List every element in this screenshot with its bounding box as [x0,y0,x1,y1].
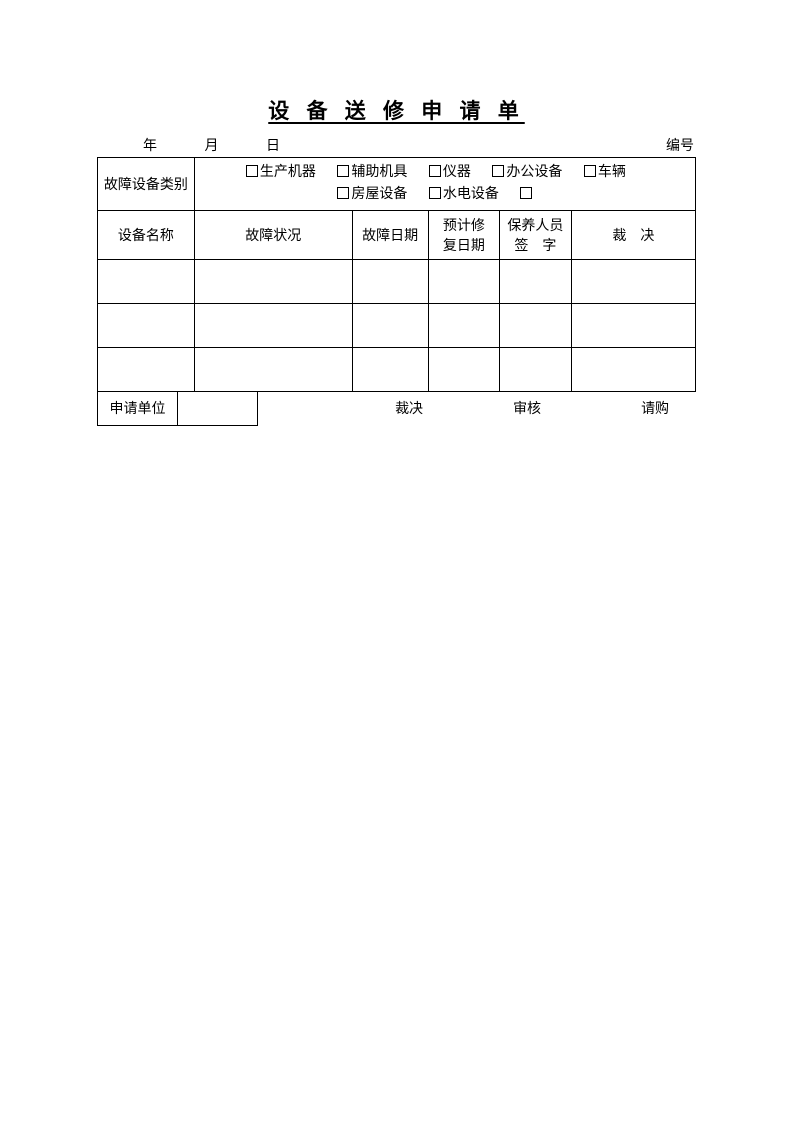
table-row [98,348,696,392]
cell-decision[interactable] [571,348,695,392]
table-row [98,260,696,304]
cell-name[interactable] [98,260,195,304]
cell-est-date[interactable] [428,260,500,304]
checkbox-icon [429,187,441,199]
option-building[interactable]: 房屋设备 [337,184,407,206]
checkbox-icon [584,165,596,177]
serial-label: 编号 [666,135,694,155]
day-label: 日 [266,135,280,155]
option-blank[interactable] [520,184,534,206]
col-header-status: 故障状况 [194,211,352,260]
option-utility[interactable]: 水电设备 [429,184,499,206]
option-aux-tool[interactable]: 辅助机具 [337,162,407,184]
cell-signer[interactable] [500,348,572,392]
month-label: 月 [205,135,219,155]
category-row: 故障设备类别 生产机器 辅助机具 仪器 办公设备 车辆 房屋设备 水电设备 [98,158,696,211]
footer-purchase-label: 请购 [641,402,669,417]
col-header-signer: 保养人员 签 字 [500,211,572,260]
cell-name[interactable] [98,304,195,348]
category-label: 故障设备类别 [98,158,195,211]
repair-form-table: 故障设备类别 生产机器 辅助机具 仪器 办公设备 车辆 房屋设备 水电设备 设备… [97,157,696,392]
footer-review-label: 审核 [513,402,541,417]
col-header-est-date: 预计修 复日期 [428,211,500,260]
cell-est-date[interactable] [428,348,500,392]
cell-name[interactable] [98,348,195,392]
cell-status[interactable] [194,260,352,304]
cell-status[interactable] [194,348,352,392]
category-options: 生产机器 辅助机具 仪器 办公设备 车辆 房屋设备 水电设备 [194,158,695,211]
checkbox-icon [246,165,258,177]
cell-est-date[interactable] [428,304,500,348]
checkbox-icon [429,165,441,177]
year-label: 年 [143,135,157,155]
col-header-decision: 裁 决 [571,211,695,260]
option-production[interactable]: 生产机器 [246,162,316,184]
option-vehicle[interactable]: 车辆 [584,162,626,184]
footer-sign-area: 裁决 审核 请购 [258,391,696,425]
checkbox-icon [337,187,349,199]
checkbox-icon [337,165,349,177]
form-title: 设 备 送 修 申 请 单 [97,95,696,125]
cell-signer[interactable] [500,260,572,304]
cell-fault-date[interactable] [352,304,428,348]
cell-decision[interactable] [571,260,695,304]
cell-signer[interactable] [500,304,572,348]
page: 设 备 送 修 申 请 单 年 月 日 编号 故障设备类别 生产机器 辅助机具 … [0,0,793,426]
cell-status[interactable] [194,304,352,348]
checkbox-icon [520,187,532,199]
column-header-row: 设备名称 故障状况 故障日期 预计修 复日期 保养人员 签 字 裁 决 [98,211,696,260]
date-left: 年 月 日 [99,135,280,155]
footer-decision-label: 裁决 [395,402,423,417]
option-office[interactable]: 办公设备 [492,162,562,184]
col-header-fault-date: 故障日期 [352,211,428,260]
table-row [98,304,696,348]
apply-unit-value[interactable] [178,391,258,425]
date-line: 年 月 日 编号 [97,135,696,155]
cell-decision[interactable] [571,304,695,348]
footer-table: 申请单位 裁决 审核 请购 [97,391,696,426]
option-instrument[interactable]: 仪器 [429,162,471,184]
checkbox-icon [492,165,504,177]
cell-fault-date[interactable] [352,260,428,304]
apply-unit-label: 申请单位 [98,391,178,425]
col-header-name: 设备名称 [98,211,195,260]
cell-fault-date[interactable] [352,348,428,392]
